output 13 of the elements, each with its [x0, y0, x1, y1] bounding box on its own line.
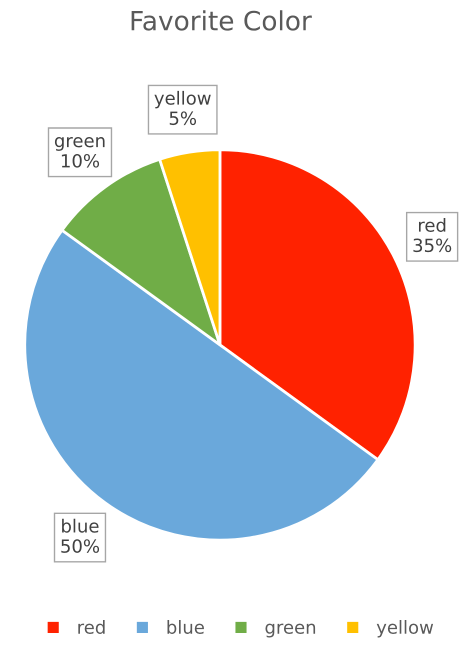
slice-label: red [418, 218, 446, 232]
legend-label: red [78, 620, 105, 634]
data-label: 35% [413, 238, 452, 252]
data-label: 5% [170, 111, 196, 126]
data-label: 10% [62, 154, 100, 168]
slice-label: green [54, 137, 105, 151]
legend-label: blue [168, 620, 204, 634]
legend-label: yellow [376, 620, 434, 638]
data-label: 50% [61, 539, 100, 553]
legend-label: green [265, 624, 316, 638]
slice-label: blue [62, 518, 99, 533]
chart-title: Favorite Color [132, 10, 312, 31]
slice-label: yellow [154, 90, 211, 108]
